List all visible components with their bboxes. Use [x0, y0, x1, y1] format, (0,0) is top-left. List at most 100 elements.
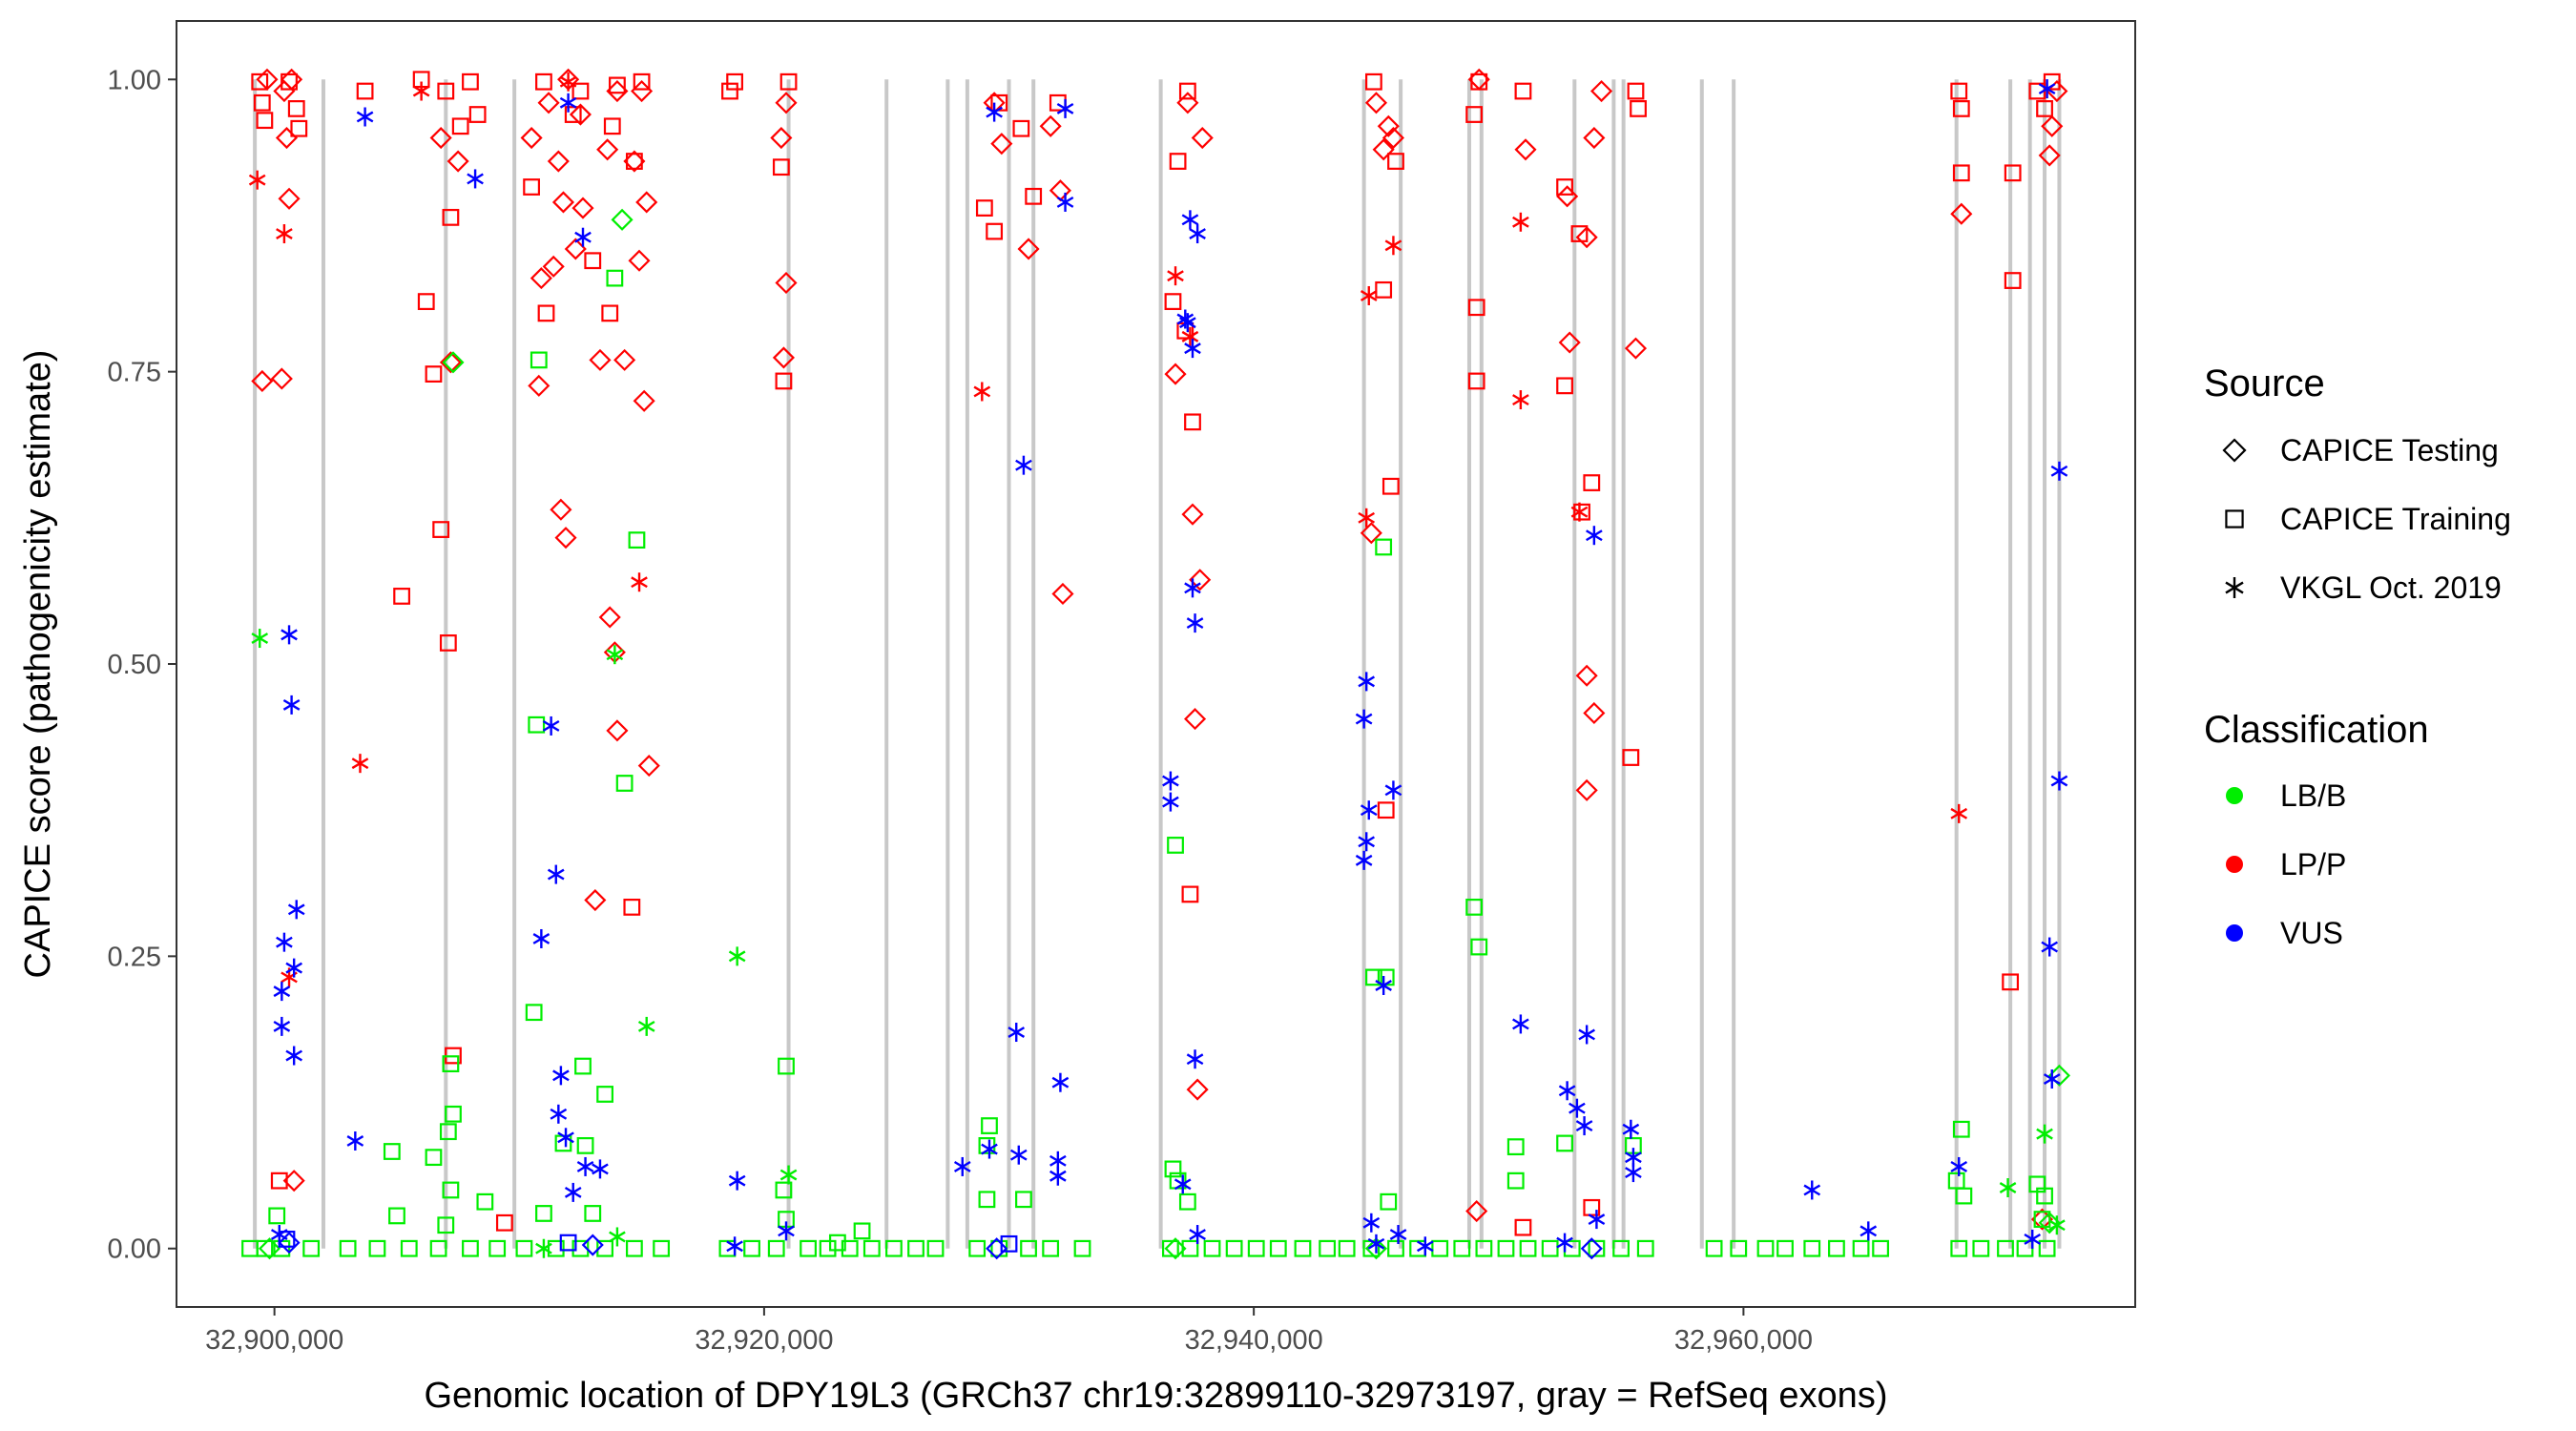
point-square — [633, 73, 651, 91]
point-asterisk — [1056, 192, 1074, 212]
point-diamond — [1051, 582, 1074, 606]
point-square — [1375, 538, 1393, 556]
point-square — [986, 222, 1004, 240]
point-diamond — [1184, 708, 1207, 731]
point-square — [1203, 1239, 1221, 1257]
point-square — [1164, 1160, 1182, 1178]
point-diamond — [1377, 114, 1400, 137]
y-tick-label: 0.75 — [108, 358, 161, 388]
point-asterisk — [282, 695, 301, 715]
point-square — [1377, 801, 1395, 819]
series-LBB-square — [241, 269, 2056, 1257]
point-square — [1583, 474, 1601, 491]
point-diamond — [1189, 569, 1212, 591]
point-asterisk — [1184, 339, 1201, 359]
point-asterisk — [1358, 832, 1376, 852]
point-asterisk — [981, 1139, 998, 1159]
point-diamond — [1575, 226, 1598, 249]
point-asterisk — [1360, 800, 1378, 820]
point-diamond — [429, 126, 452, 150]
point-diamond — [613, 348, 636, 371]
point-square — [393, 588, 410, 605]
point-square — [885, 1239, 903, 1257]
point-diamond — [571, 197, 594, 219]
point-asterisk — [1622, 1119, 1640, 1139]
point-asterisk — [1950, 803, 1968, 823]
point-asterisk — [1416, 1236, 1434, 1256]
point-diamond — [1181, 503, 1204, 526]
point-square — [1556, 1134, 1573, 1152]
point-square — [1541, 1239, 1559, 1257]
point-square — [468, 106, 487, 123]
point-square — [653, 1239, 671, 1257]
point-square — [368, 1239, 386, 1257]
axes: 0.00 0.25 0.50 0.75 1.00 32,900,000 32,920,000… — [108, 65, 1813, 1356]
point-diamond — [280, 68, 303, 91]
point-square — [726, 73, 744, 91]
point-square — [287, 100, 305, 117]
point-asterisk — [1181, 326, 1199, 346]
point-asterisk — [1174, 1174, 1192, 1194]
point-asterisk — [251, 629, 269, 649]
point-square — [253, 93, 271, 112]
point-asterisk — [1167, 266, 1184, 286]
point-square — [1730, 1239, 1748, 1257]
point-asterisk — [973, 382, 991, 402]
point-square — [400, 1239, 418, 1257]
point-square — [975, 199, 993, 217]
point-diamond — [270, 367, 293, 390]
point-square — [767, 1239, 785, 1257]
point-diamond — [2041, 114, 2064, 137]
point-square — [535, 73, 552, 91]
point-square — [779, 73, 798, 91]
series-LPP-square — [251, 71, 2061, 1236]
point-diamond — [550, 498, 572, 521]
legend-classification-label: LB/B — [2280, 778, 2346, 813]
point-asterisk — [1586, 526, 1603, 546]
point-asterisk — [1556, 1233, 1573, 1253]
y-tick-label: 0.25 — [108, 942, 161, 972]
point-square — [625, 1239, 643, 1257]
point-square — [442, 1181, 460, 1199]
x-axis-title: Genomic location of DPY19L3 (GRCh37 chr1… — [425, 1376, 1888, 1416]
point-square — [2004, 164, 2022, 182]
point-square — [1012, 119, 1030, 137]
point-square — [606, 269, 624, 287]
point-square — [530, 351, 548, 369]
point-asterisk — [1575, 1116, 1593, 1136]
point-square — [2033, 1211, 2051, 1228]
point-asterisk — [547, 864, 565, 884]
point-diamond — [628, 249, 651, 272]
point-diamond — [2030, 1208, 2054, 1231]
point-square — [1184, 413, 1201, 431]
point-diamond — [990, 133, 1013, 156]
point-diamond — [1017, 238, 1040, 260]
point-diamond — [251, 369, 274, 392]
point-asterisk — [1558, 1081, 1576, 1101]
point-square — [1465, 898, 1484, 916]
point-square — [425, 365, 443, 383]
legend-color-dot — [2226, 924, 2243, 942]
point-square — [1294, 1239, 1312, 1257]
point-asterisk — [1578, 1025, 1595, 1045]
point-square — [828, 1234, 846, 1252]
point-square — [439, 634, 457, 652]
point-asterisk — [631, 572, 648, 592]
point-square — [1952, 100, 1970, 117]
point-diamond — [584, 888, 607, 912]
point-square — [981, 1117, 998, 1134]
point-diamond — [1364, 92, 1388, 114]
point-square — [339, 1239, 357, 1257]
data-points — [241, 68, 2071, 1260]
point-square — [268, 1207, 286, 1225]
point-square — [772, 158, 790, 176]
point-asterisk — [273, 982, 291, 1002]
point-diamond — [1465, 1199, 1488, 1223]
point-diamond — [596, 138, 619, 161]
point-square — [442, 1055, 460, 1073]
point-square — [1025, 187, 1043, 205]
point-asterisk — [412, 81, 430, 101]
point-asterisk — [270, 1225, 288, 1245]
point-square — [1756, 1239, 1775, 1257]
point-square — [356, 82, 374, 100]
